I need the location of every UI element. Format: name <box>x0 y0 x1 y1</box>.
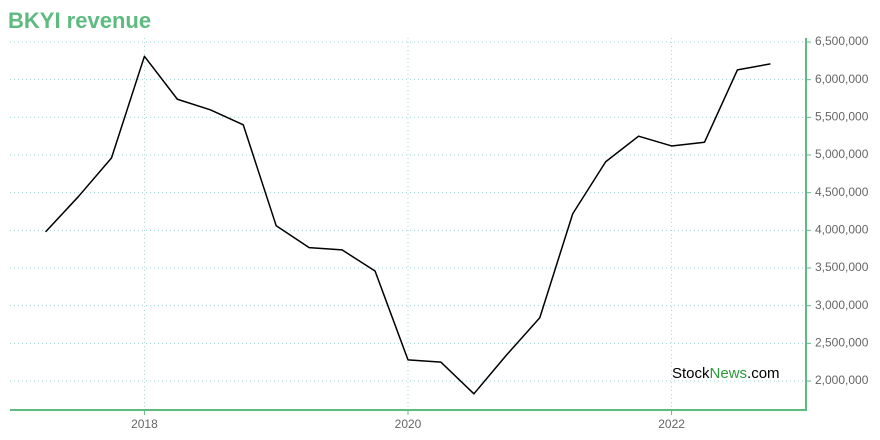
y-tick-label: 6,000,000 <box>815 72 869 86</box>
x-tick-label: 2020 <box>395 417 422 431</box>
y-tick-label: 2,500,000 <box>815 336 869 350</box>
line-series <box>45 55 771 395</box>
y-tick-label: 4,500,000 <box>815 185 869 199</box>
y-tick-label: 4,000,000 <box>815 223 869 237</box>
y-tick-label: 6,500,000 <box>815 34 869 48</box>
watermark-part: .com <box>747 365 780 382</box>
y-tick-label: 5,500,000 <box>815 110 869 124</box>
watermark: StockNews.com <box>672 365 780 382</box>
y-tick-label: 3,000,000 <box>815 298 869 312</box>
y-tick-label: 5,000,000 <box>815 147 869 161</box>
watermark-part: News <box>710 365 748 382</box>
y-tick-label: 2,000,000 <box>815 373 869 387</box>
x-tick-label: 2022 <box>658 417 685 431</box>
watermark-part: Stock <box>672 365 710 382</box>
y-tick-label: 3,500,000 <box>815 260 869 274</box>
x-tick-label: 2018 <box>131 417 158 431</box>
chart-title: BKYI revenue <box>8 8 151 33</box>
